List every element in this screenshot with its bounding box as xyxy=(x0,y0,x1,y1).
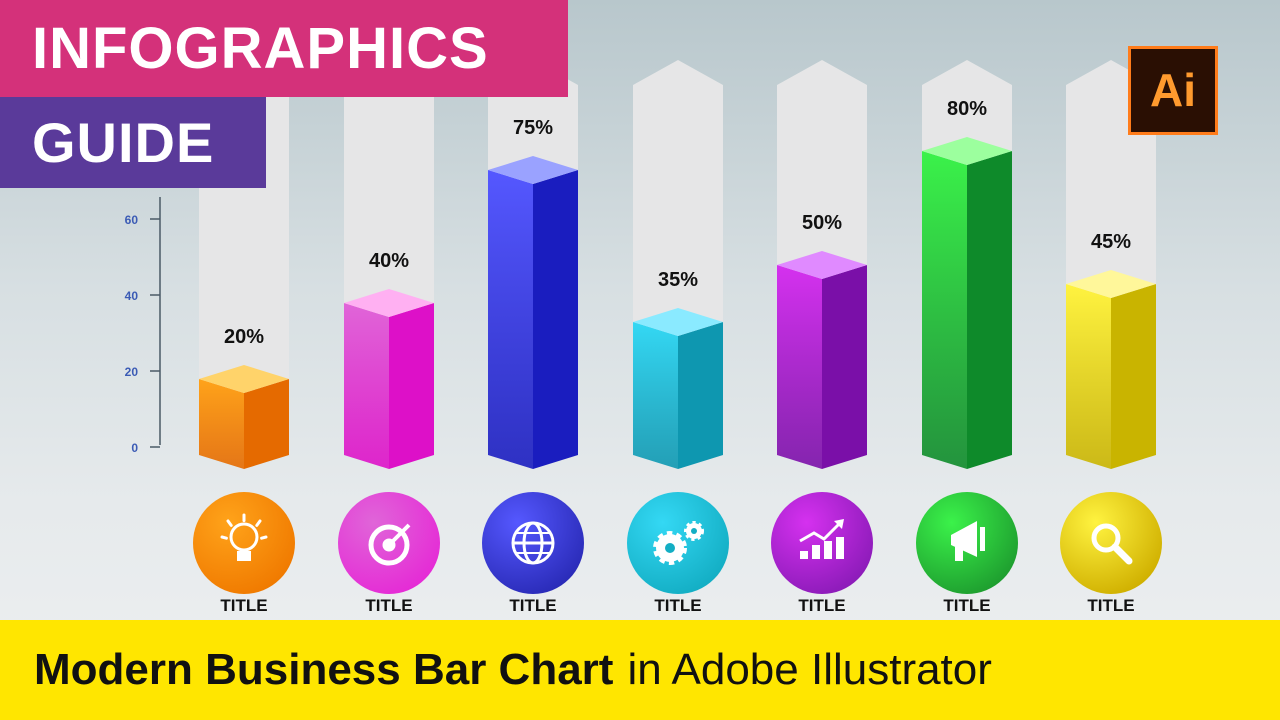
bar-side-face xyxy=(967,151,1012,469)
globe-icon xyxy=(511,521,555,565)
bar-group: 75% TITLE xyxy=(482,60,584,615)
bar-top-face xyxy=(1066,270,1156,298)
bar-group: 80% TITLE xyxy=(916,60,1018,615)
bar-top-face xyxy=(922,137,1012,165)
category-label: TITLE xyxy=(654,596,701,615)
bar-side-face xyxy=(1111,284,1156,469)
bar-top-face xyxy=(777,251,867,279)
title-bold: Modern Business Bar Chart xyxy=(34,645,614,694)
category-label: TITLE xyxy=(365,596,412,615)
icon-circle xyxy=(1060,492,1162,594)
bar-side-face xyxy=(389,303,434,469)
bottom-title-bar: Modern Business Bar Chart in Adobe Illus… xyxy=(0,620,1280,720)
target-icon xyxy=(368,523,411,566)
bar-front-face xyxy=(1066,284,1111,469)
y-tick-label: 40 xyxy=(125,289,139,303)
y-tick-label: 20 xyxy=(125,365,139,379)
bar-front-face xyxy=(488,170,533,469)
bar-value-label: 75% xyxy=(513,117,553,139)
bar-side-face xyxy=(822,265,867,469)
bar-group: 45% TITLE xyxy=(1060,60,1162,615)
category-label: TITLE xyxy=(1087,596,1134,615)
bar-value-label: 20% xyxy=(224,326,264,348)
bar-front-face xyxy=(922,151,967,469)
title-rest: in Adobe Illustrator xyxy=(627,645,992,694)
infographics-banner: INFOGRAPHICS xyxy=(0,0,568,97)
bar-top-face xyxy=(633,308,723,336)
bar-group: 40% TITLE xyxy=(338,60,440,615)
lightbulb-icon xyxy=(220,513,268,561)
bar-value-label: 80% xyxy=(947,98,987,120)
guide-banner: GUIDE xyxy=(0,97,266,188)
bar-front-face xyxy=(777,265,822,469)
bar-front-face xyxy=(199,379,244,469)
adobe-illustrator-logo: Ai xyxy=(1128,46,1218,135)
icon-circle xyxy=(193,492,295,594)
y-tick-label: 60 xyxy=(125,213,139,227)
icon-circle xyxy=(771,492,873,594)
category-label: TITLE xyxy=(220,596,267,615)
gears-icon xyxy=(653,521,704,565)
bar-side-face xyxy=(678,322,723,469)
bar-top-face xyxy=(344,289,434,317)
bar-top-face xyxy=(488,156,578,184)
bar-front-face xyxy=(344,303,389,469)
bar-side-face xyxy=(533,170,578,469)
bar-group: 50% TITLE xyxy=(771,60,873,615)
category-label: TITLE xyxy=(798,596,845,615)
bar-group: 35% TITLE xyxy=(627,60,729,615)
y-tick-label: 0 xyxy=(131,441,138,455)
bar-front-face xyxy=(633,322,678,469)
magnifier-icon xyxy=(1091,523,1133,565)
category-label: TITLE xyxy=(509,596,556,615)
bar-value-label: 40% xyxy=(369,250,409,272)
bar-value-label: 50% xyxy=(802,212,842,234)
growth-chart-icon xyxy=(799,519,844,559)
category-label: TITLE xyxy=(943,596,990,615)
bar-top-face xyxy=(199,365,289,393)
bar-value-label: 45% xyxy=(1091,231,1131,253)
megaphone-icon xyxy=(951,521,985,561)
bar-value-label: 35% xyxy=(658,269,698,291)
bar-side-face xyxy=(244,379,289,469)
